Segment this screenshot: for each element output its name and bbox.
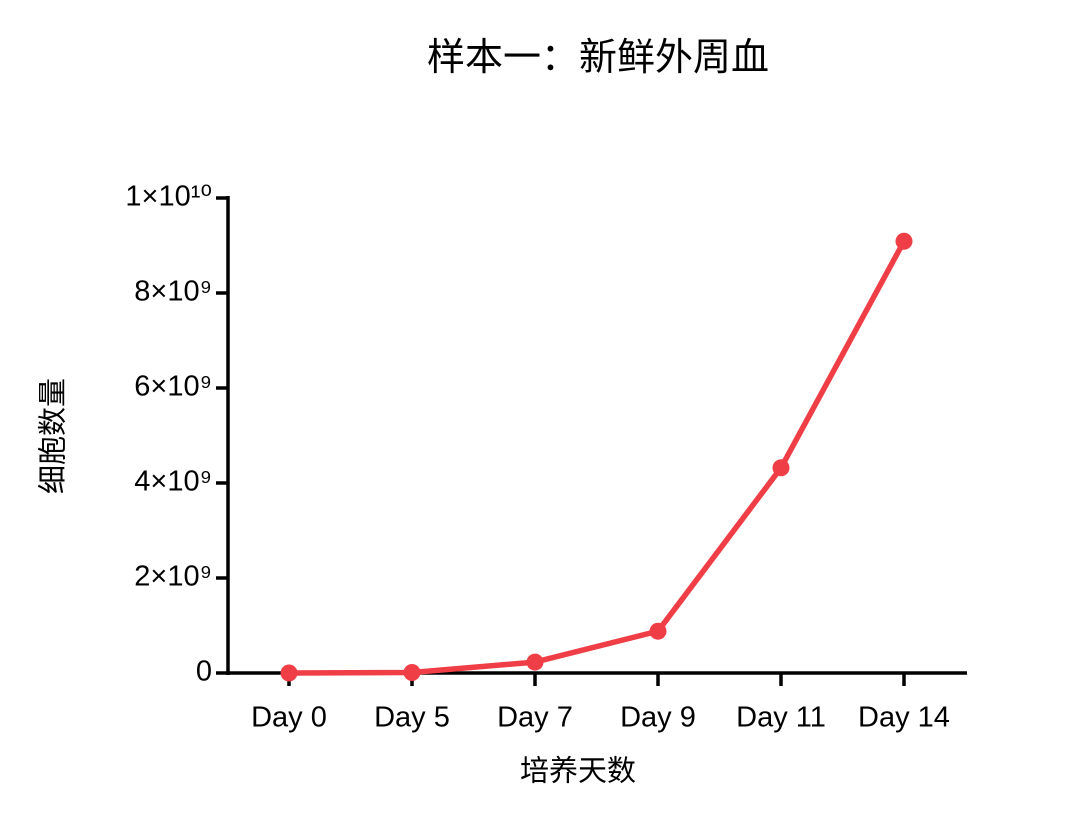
point: [649, 622, 667, 640]
x-tick-label: Day 11: [736, 702, 826, 734]
y-tick-label: 4×10⁹: [134, 466, 212, 498]
y-tick-label: 8×10⁹: [134, 276, 212, 308]
x-tick-label: Day 14: [858, 702, 950, 734]
point: [403, 664, 421, 682]
y-tick-label: 6×10⁹: [134, 371, 212, 403]
point: [895, 232, 913, 250]
chart-title: 样本一：新鲜外周血: [427, 37, 769, 79]
y-tick-label: 1×10¹⁰: [125, 181, 212, 213]
x-tick-label: Day 9: [620, 702, 696, 734]
x-axis-label: 培养天数: [520, 755, 636, 788]
y-tick-label: 2×10⁹: [134, 561, 212, 593]
x-tick-label: Day 5: [374, 702, 450, 734]
point: [526, 653, 544, 671]
x-tick-label: Day 0: [251, 702, 327, 734]
y-tick-label: 0: [196, 656, 212, 688]
y-axis-label: 细胞数量: [37, 378, 70, 494]
line: [288, 239, 907, 676]
point: [772, 459, 790, 477]
point: [280, 664, 298, 682]
x-tick-label: Day 7: [497, 702, 573, 734]
